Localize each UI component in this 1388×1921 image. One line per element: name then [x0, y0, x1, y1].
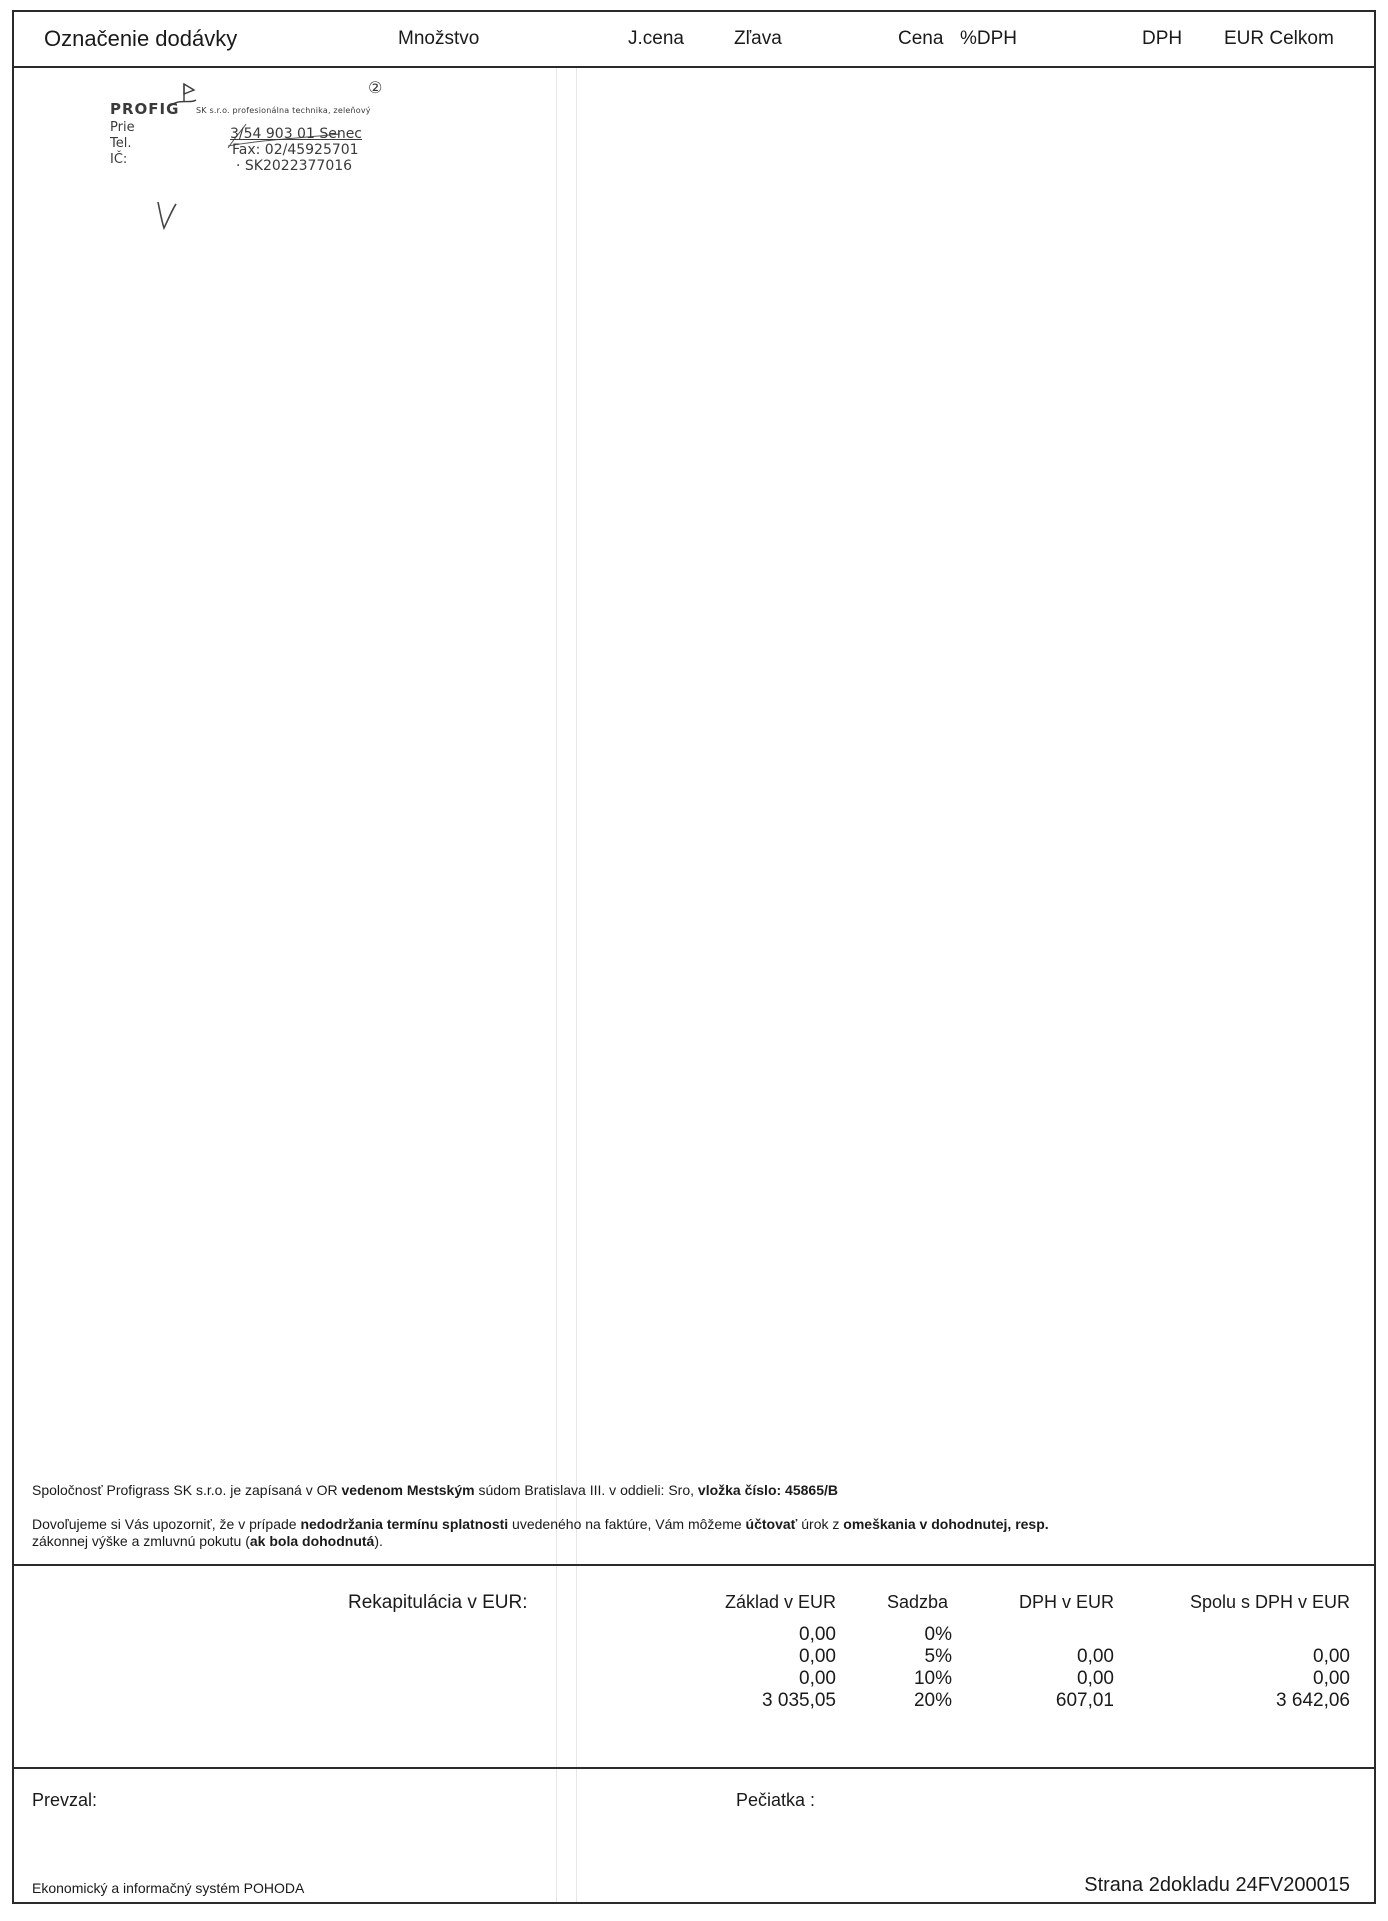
- recap-rate: 5%: [924, 1646, 952, 1667]
- header-vat: DPH: [1142, 28, 1183, 49]
- recap-vat: 0,00: [1077, 1646, 1114, 1667]
- stamp-number-mark: ②: [368, 78, 383, 97]
- stamp-line-tel: Tel.: [110, 136, 132, 151]
- recap-total: 0,00: [1313, 1668, 1350, 1689]
- recap-total: 0,00: [1313, 1646, 1350, 1667]
- note-text: uvedeného na faktúre, Vám môžeme: [508, 1516, 746, 1532]
- pen-mark-icon: [157, 201, 177, 231]
- recap-rate: 10%: [913, 1668, 952, 1689]
- recap-row: 0,00 5% 0,00 0,00: [0, 1646, 1388, 1668]
- stamp-label: Pečiatka :: [736, 1790, 816, 1810]
- recap-header-total: Spolu s DPH v EUR: [1189, 1592, 1350, 1612]
- stamp-flag-icon: [169, 82, 341, 149]
- header-description: Označenie dodávky: [44, 26, 238, 51]
- recap-vat: 607,01: [1055, 1690, 1114, 1711]
- note-text: súdom Bratislava III. v oddieli: Sro,: [474, 1482, 698, 1498]
- note-bold: účtovať: [745, 1516, 798, 1532]
- note-bold: ak bola dohodnutá: [249, 1533, 375, 1549]
- note-bold: omeškania v dohodnutej, resp.: [843, 1516, 1049, 1532]
- footer-page-number: Strana 2dokladu 24FV200015: [1084, 1874, 1350, 1896]
- header-divider: [12, 66, 1376, 68]
- recap-row: 0,00 0%: [0, 1624, 1388, 1646]
- header-price: Cena: [898, 28, 944, 49]
- recap-base: 3 035,05: [762, 1690, 836, 1711]
- stamp-line-pre: Prie: [110, 120, 135, 135]
- recap-header-base: Základ v EUR: [724, 1592, 836, 1612]
- recap-header-vat: DPH v EUR: [1018, 1592, 1114, 1612]
- recap-row: 0,00 10% 0,00 0,00: [0, 1668, 1388, 1690]
- stamp-address: 3/54 903 01 Senec: [230, 126, 363, 142]
- recap-row: 3 035,05 20% 607,01 3 642,06: [0, 1690, 1388, 1712]
- header-vat-percent: %DPH: [960, 28, 1018, 49]
- company-stamp: PROFIG SK s.r.o. profesionálna technika,…: [110, 76, 420, 226]
- table-header: Označenie dodávky Množstvo J.cena Zľava …: [12, 10, 1376, 68]
- header-quantity: Množstvo: [398, 28, 480, 49]
- note-bold: splatnosti: [438, 1516, 509, 1532]
- note-text: ).: [374, 1533, 383, 1549]
- payment-warning-line-1: Dovoľujeme si Vás upozorniť, že v prípad…: [32, 1516, 1049, 1532]
- signature-divider: [12, 1767, 1376, 1769]
- recap-divider: [12, 1564, 1376, 1566]
- note-bold: vedenom Mestským: [341, 1482, 475, 1498]
- stamp-brand: PROFIG: [110, 100, 180, 118]
- recap-base: 0,00: [799, 1668, 836, 1689]
- stamp-vat-id: · SK2022377016: [236, 158, 353, 174]
- recap-total: 3 642,06: [1276, 1690, 1350, 1711]
- recap-rate: 0%: [924, 1624, 952, 1645]
- recap-rate: 20%: [913, 1690, 952, 1711]
- note-text: Spoločnosť Profigrass SK s.r.o. je zapís…: [32, 1482, 342, 1498]
- header-unit-price: J.cena: [628, 28, 684, 49]
- note-text: Dovoľujeme si Vás upozorniť, že v prípad…: [32, 1516, 301, 1532]
- stamp-company-small: SK s.r.o. profesionálna technika, zeleňo…: [196, 106, 371, 115]
- recap-vat: 0,00: [1077, 1668, 1114, 1689]
- note-text: zákonnej výške a zmluvnú pokutu (: [32, 1533, 250, 1549]
- stamp-line-ico: IČ:: [110, 152, 128, 167]
- note-bold: vložka číslo: 45865/B: [697, 1482, 838, 1498]
- header-total: EUR Celkom: [1224, 28, 1334, 49]
- recap-base: 0,00: [799, 1624, 836, 1645]
- footer-system: Ekonomický a informačný systém POHODA: [32, 1880, 305, 1896]
- received-by-label: Prevzal:: [32, 1790, 98, 1810]
- bottom-border: [12, 1902, 1376, 1904]
- frame-right-border: [1374, 68, 1376, 1904]
- recap-header-rate: Sadzba: [886, 1592, 948, 1612]
- registration-note: Spoločnosť Profigrass SK s.r.o. je zapís…: [32, 1482, 838, 1498]
- note-text: úrok z: [797, 1516, 844, 1532]
- stamp-fax: Fax: 02/45925701: [232, 142, 359, 158]
- note-bold: nedodržania termínu: [300, 1516, 439, 1532]
- recap-title: Rekapitulácia v EUR:: [348, 1592, 528, 1613]
- scan-artifact-line: [556, 68, 557, 1904]
- scan-artifact-line: [576, 68, 577, 1904]
- payment-warning-line-2: zákonnej výške a zmluvnú pokutu (ak bola…: [32, 1533, 383, 1549]
- frame-left-border: [12, 68, 14, 1904]
- recap-base: 0,00: [799, 1646, 836, 1667]
- header-discount: Zľava: [734, 28, 782, 49]
